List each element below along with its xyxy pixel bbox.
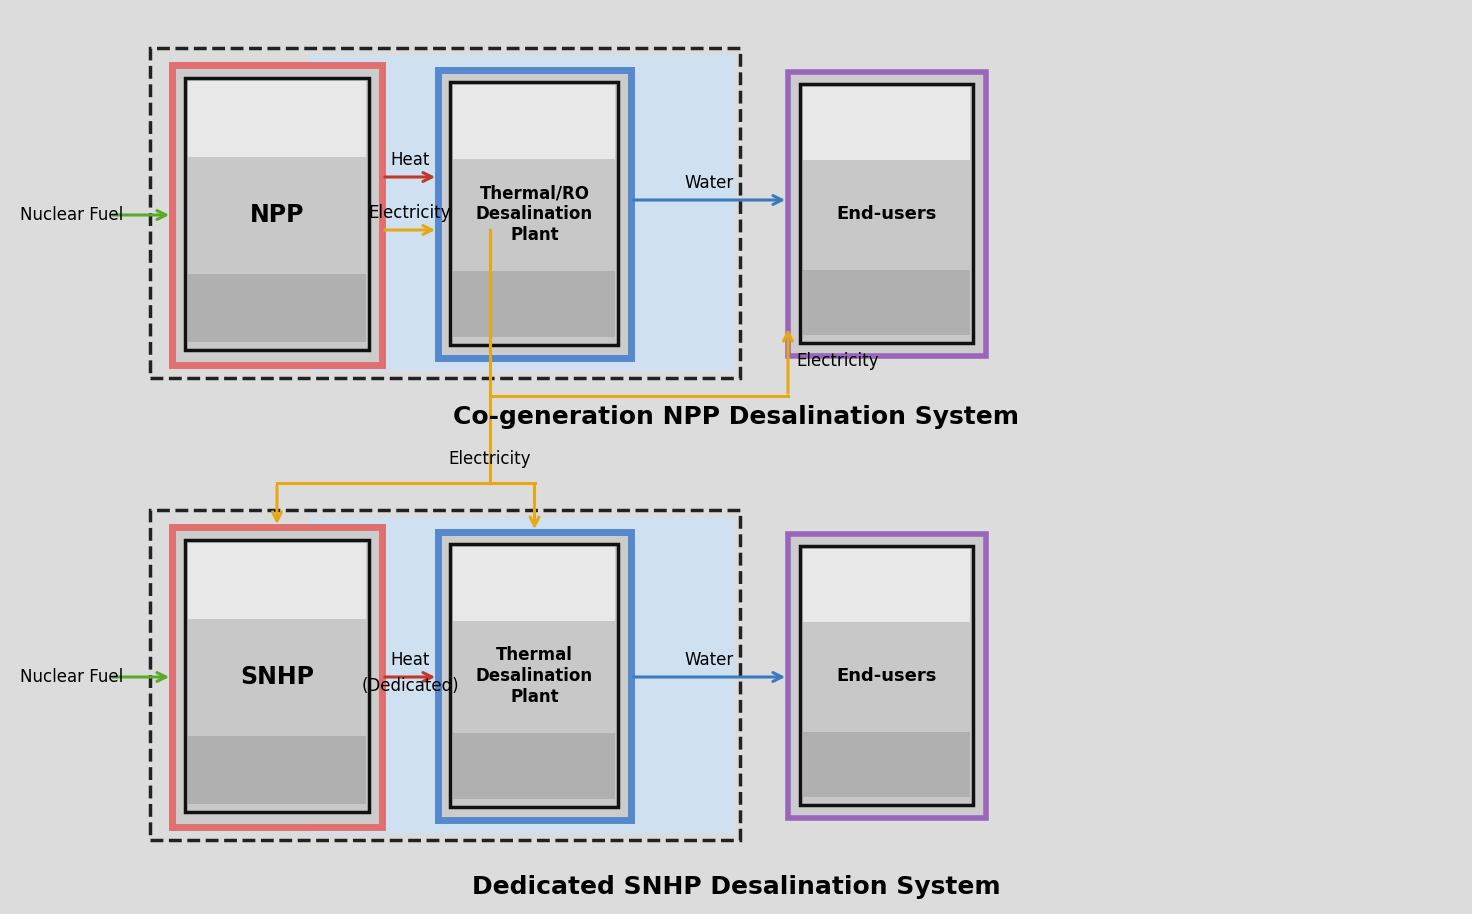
Bar: [450, 82, 618, 345]
Text: End-users: End-users: [836, 205, 938, 223]
Bar: [188, 736, 367, 803]
Bar: [188, 81, 367, 157]
Bar: [150, 48, 740, 378]
Text: (Dedicated): (Dedicated): [361, 677, 459, 695]
Bar: [150, 510, 740, 840]
Bar: [311, 55, 735, 371]
Bar: [453, 271, 615, 337]
Bar: [439, 70, 631, 358]
Text: Nuclear Fuel: Nuclear Fuel: [21, 206, 124, 224]
Bar: [311, 517, 735, 833]
Text: Electricity: Electricity: [796, 352, 879, 370]
Bar: [453, 733, 615, 799]
Bar: [453, 85, 615, 159]
Bar: [804, 549, 970, 622]
Text: NPP: NPP: [250, 203, 305, 227]
Bar: [788, 534, 986, 818]
Bar: [188, 274, 367, 342]
Text: Thermal/RO
Desalination
Plant: Thermal/RO Desalination Plant: [475, 185, 593, 244]
Bar: [172, 65, 383, 365]
Bar: [788, 72, 986, 356]
Text: Co-generation NPP Desalination System: Co-generation NPP Desalination System: [453, 405, 1019, 429]
Text: End-users: End-users: [836, 667, 938, 685]
Text: Water: Water: [684, 174, 735, 192]
Text: Heat: Heat: [390, 151, 430, 169]
Text: Dedicated SNHP Desalination System: Dedicated SNHP Desalination System: [471, 875, 1001, 899]
Text: Electricity: Electricity: [449, 450, 531, 468]
Text: Thermal
Desalination
Plant: Thermal Desalination Plant: [475, 646, 593, 706]
Bar: [172, 527, 383, 827]
Bar: [188, 543, 367, 619]
Text: Electricity: Electricity: [369, 204, 452, 222]
Text: Water: Water: [684, 651, 735, 669]
Bar: [185, 540, 369, 812]
Text: SNHP: SNHP: [240, 665, 314, 689]
Bar: [453, 547, 615, 621]
Text: Heat: Heat: [390, 651, 430, 669]
Bar: [450, 544, 618, 807]
Bar: [439, 532, 631, 820]
Bar: [799, 546, 973, 805]
Bar: [185, 78, 369, 350]
Bar: [799, 84, 973, 343]
Bar: [804, 271, 970, 335]
Bar: [804, 732, 970, 797]
Text: Nuclear Fuel: Nuclear Fuel: [21, 668, 124, 686]
Bar: [804, 87, 970, 160]
